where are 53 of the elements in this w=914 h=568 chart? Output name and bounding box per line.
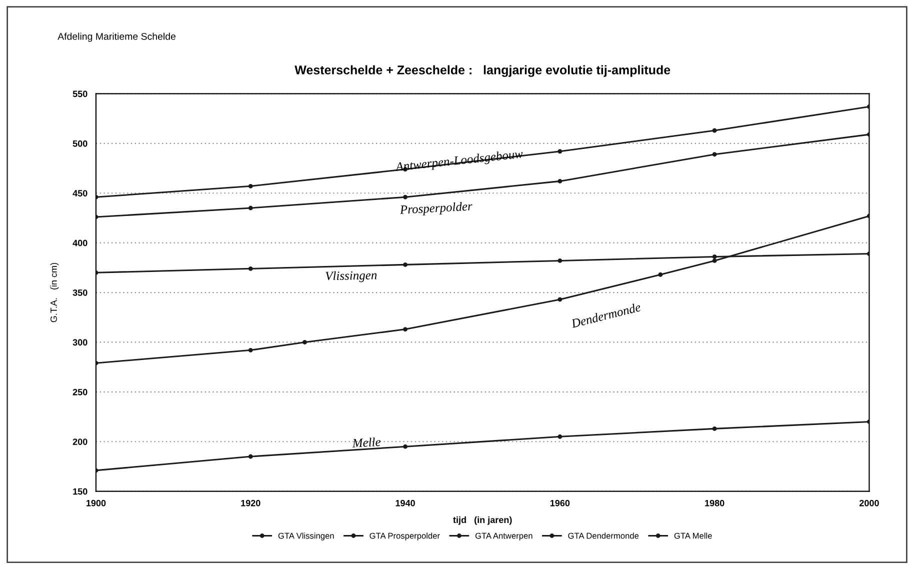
x-tick-label: 1940: [396, 500, 415, 506]
legend-label: GTA Antwerpen: [475, 532, 532, 540]
point: [712, 128, 717, 133]
annotation: Antwerpen-Loodsgebouw: [394, 149, 524, 174]
point: [248, 266, 253, 271]
line-series: [96, 420, 870, 473]
point: [403, 262, 408, 267]
point: [558, 297, 562, 302]
x-tick-label: 1900: [86, 500, 106, 506]
y-tick-label: 450: [72, 190, 88, 196]
line-series: [96, 132, 870, 220]
legend-label: GTA Vlissingen: [278, 532, 334, 540]
point: [248, 184, 253, 188]
point: [302, 340, 307, 344]
annotation: Melle: [352, 437, 381, 448]
point: [403, 327, 408, 332]
point: [658, 272, 663, 277]
y-tick-label: 200: [72, 438, 88, 445]
y-tick-label: 250: [72, 388, 88, 396]
x-tick-label: 1980: [705, 500, 724, 506]
x-tick-label: 1920: [241, 500, 260, 506]
point: [558, 178, 562, 184]
point: [248, 454, 253, 459]
x-tick-label: 2000: [859, 500, 879, 506]
legend-label: GTA Dendermonde: [568, 532, 639, 539]
legend-label: GTA Melle: [674, 532, 712, 539]
x-tick-label: 1960: [550, 500, 570, 506]
y-tick-label: 550: [72, 90, 88, 98]
legend-label: GTA Prosperpolder: [370, 532, 440, 540]
point: [712, 254, 717, 259]
y-tick-label: 400: [72, 240, 88, 246]
y-tick-label: 350: [72, 289, 88, 296]
text: Afdeling Maritieme Schelde: [58, 32, 176, 42]
point: [558, 258, 562, 263]
point: [558, 434, 562, 439]
y-tick-label: 300: [72, 339, 88, 346]
x-axis-title: tijd (in jaren): [453, 516, 512, 525]
point: [712, 258, 717, 263]
line-series: [96, 214, 870, 366]
point: [712, 426, 717, 431]
point: [248, 348, 253, 352]
point: [403, 194, 408, 200]
y-axis-title: G.T.A. (in cm): [50, 262, 59, 322]
point: [403, 444, 408, 449]
chart-title: Westerschelde + Zeeschelde : langjarige evolutie tij-amplitude: [294, 65, 670, 77]
annotation: Vlissingen: [326, 270, 377, 283]
line-series: [96, 104, 870, 200]
point: [248, 206, 253, 210]
y-tick-label: 150: [73, 488, 88, 495]
y-tick-label: 500: [72, 140, 88, 147]
annotation: Prosperpolder: [400, 201, 473, 217]
point: [712, 152, 717, 157]
point: [558, 149, 562, 154]
